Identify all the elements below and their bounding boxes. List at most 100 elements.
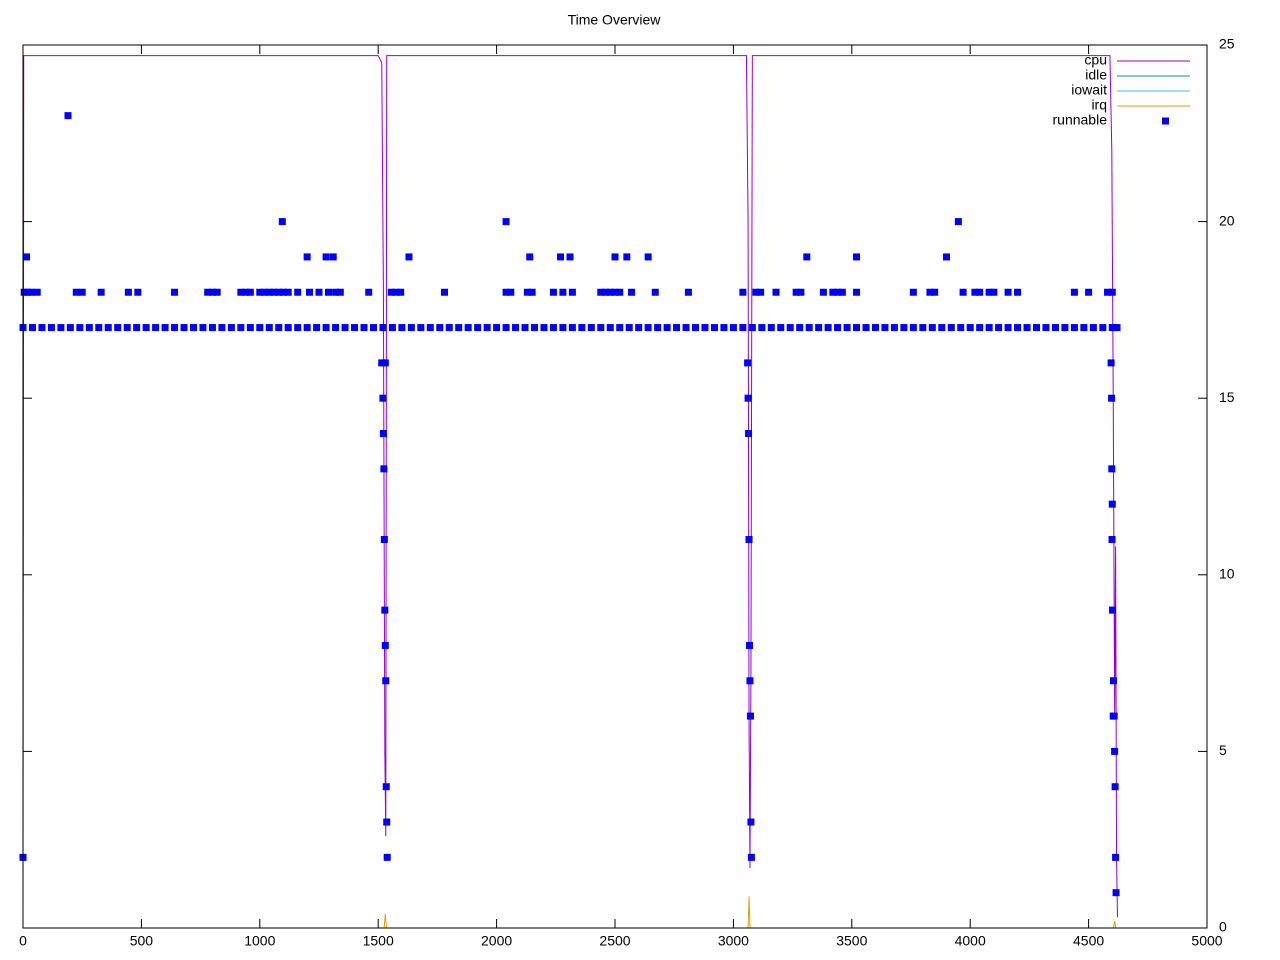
point bbox=[322, 253, 330, 261]
point bbox=[758, 324, 766, 332]
point bbox=[797, 288, 805, 296]
y-tick-label: 0 bbox=[1219, 919, 1227, 935]
point bbox=[1112, 889, 1120, 897]
point bbox=[881, 324, 889, 332]
point bbox=[1085, 288, 1093, 296]
point bbox=[909, 288, 917, 296]
point bbox=[23, 253, 31, 261]
point bbox=[559, 288, 567, 296]
point bbox=[746, 641, 754, 649]
point bbox=[284, 288, 292, 296]
point bbox=[853, 253, 861, 261]
legend-label: runnable bbox=[1053, 112, 1108, 128]
point bbox=[483, 324, 491, 332]
point bbox=[378, 359, 386, 367]
point bbox=[871, 324, 879, 332]
point bbox=[909, 324, 917, 332]
point bbox=[502, 324, 510, 332]
point bbox=[1110, 712, 1118, 720]
point bbox=[767, 324, 775, 332]
point bbox=[739, 324, 747, 332]
point bbox=[616, 288, 624, 296]
point bbox=[957, 324, 965, 332]
point bbox=[559, 324, 567, 332]
point bbox=[303, 253, 311, 261]
point bbox=[654, 324, 662, 332]
point bbox=[616, 324, 624, 332]
point bbox=[549, 288, 557, 296]
point bbox=[587, 324, 595, 332]
point bbox=[78, 288, 86, 296]
series-line bbox=[22, 55, 1118, 918]
point bbox=[369, 324, 377, 332]
point bbox=[803, 253, 811, 261]
point bbox=[746, 677, 754, 685]
point bbox=[611, 253, 619, 261]
point bbox=[931, 288, 939, 296]
point bbox=[329, 253, 337, 261]
point bbox=[204, 288, 212, 296]
point bbox=[270, 288, 278, 296]
point bbox=[123, 324, 131, 332]
point bbox=[405, 253, 413, 261]
y-tick-label: 15 bbox=[1219, 389, 1235, 405]
point bbox=[38, 324, 46, 332]
point bbox=[651, 288, 659, 296]
point bbox=[237, 324, 245, 332]
point bbox=[380, 535, 388, 543]
point bbox=[819, 288, 827, 296]
point bbox=[306, 288, 314, 296]
point bbox=[523, 288, 531, 296]
point bbox=[171, 288, 179, 296]
point bbox=[526, 253, 534, 261]
x-tick-label: 4000 bbox=[955, 933, 986, 949]
y-tick-label: 20 bbox=[1219, 212, 1235, 228]
point bbox=[971, 288, 979, 296]
point bbox=[208, 324, 216, 332]
point bbox=[602, 288, 610, 296]
point bbox=[133, 324, 141, 332]
point bbox=[1108, 465, 1116, 473]
point bbox=[890, 324, 898, 332]
point bbox=[1023, 324, 1031, 332]
point bbox=[747, 853, 755, 861]
point bbox=[947, 324, 955, 332]
point bbox=[246, 324, 254, 332]
point bbox=[824, 324, 832, 332]
point bbox=[134, 288, 142, 296]
point bbox=[834, 324, 842, 332]
point bbox=[747, 818, 755, 826]
point bbox=[1004, 324, 1012, 332]
point bbox=[261, 288, 269, 296]
point bbox=[938, 324, 946, 332]
point bbox=[382, 677, 390, 685]
point bbox=[97, 288, 105, 296]
point bbox=[265, 288, 273, 296]
point bbox=[1109, 606, 1117, 614]
point bbox=[313, 324, 321, 332]
point bbox=[265, 324, 273, 332]
point bbox=[1042, 324, 1050, 332]
point bbox=[926, 288, 934, 296]
point bbox=[275, 288, 283, 296]
point bbox=[455, 324, 463, 332]
point bbox=[557, 253, 565, 261]
point bbox=[815, 324, 823, 332]
point bbox=[568, 324, 576, 332]
point bbox=[829, 288, 837, 296]
point bbox=[954, 218, 962, 226]
point bbox=[578, 324, 586, 332]
point bbox=[360, 324, 368, 332]
point bbox=[152, 324, 160, 332]
point bbox=[351, 324, 359, 332]
point bbox=[684, 288, 692, 296]
point bbox=[398, 324, 406, 332]
point bbox=[242, 288, 250, 296]
point bbox=[966, 324, 974, 332]
point bbox=[85, 324, 93, 332]
point bbox=[324, 288, 332, 296]
x-tick-label: 1000 bbox=[244, 933, 275, 949]
point bbox=[528, 288, 536, 296]
point bbox=[171, 324, 179, 332]
